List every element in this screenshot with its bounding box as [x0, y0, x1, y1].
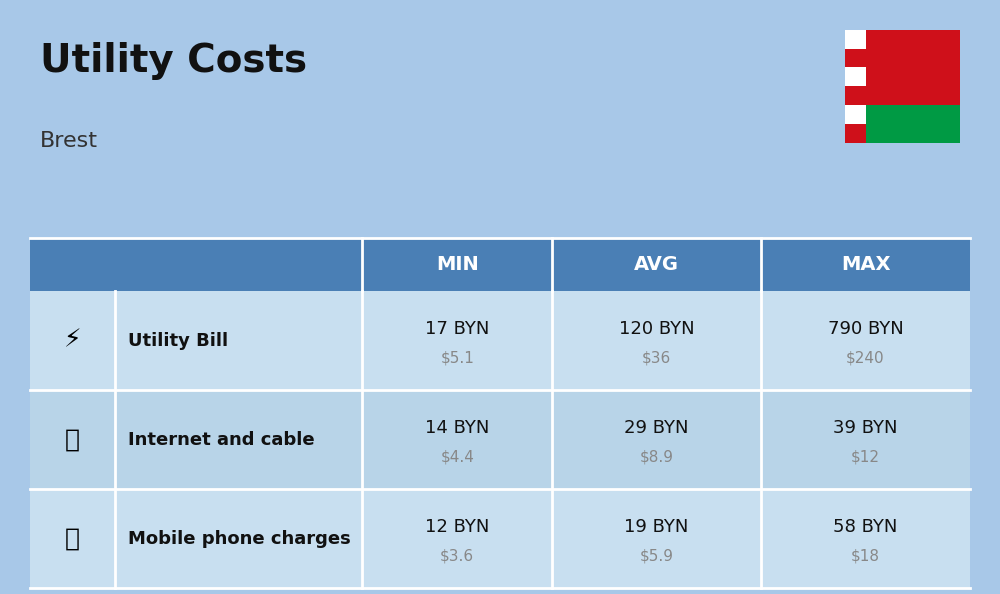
FancyBboxPatch shape: [30, 390, 115, 489]
FancyBboxPatch shape: [30, 489, 115, 588]
Text: $3.6: $3.6: [440, 549, 474, 564]
FancyBboxPatch shape: [30, 489, 970, 588]
Text: $12: $12: [851, 450, 880, 465]
Text: 📱: 📱: [65, 526, 80, 551]
Text: Utility Bill: Utility Bill: [128, 331, 228, 349]
Text: 58 BYN: 58 BYN: [833, 518, 898, 536]
FancyBboxPatch shape: [845, 30, 960, 105]
FancyBboxPatch shape: [845, 49, 866, 67]
Text: $8.9: $8.9: [640, 450, 674, 465]
Text: 39 BYN: 39 BYN: [833, 419, 898, 437]
Text: $18: $18: [851, 549, 880, 564]
Text: 12 BYN: 12 BYN: [425, 518, 489, 536]
FancyBboxPatch shape: [30, 291, 970, 390]
FancyBboxPatch shape: [30, 291, 115, 390]
FancyBboxPatch shape: [30, 390, 970, 489]
Text: 17 BYN: 17 BYN: [425, 320, 489, 337]
Text: $240: $240: [846, 351, 885, 366]
Text: Utility Costs: Utility Costs: [40, 42, 307, 80]
FancyBboxPatch shape: [845, 30, 866, 143]
Text: Internet and cable: Internet and cable: [128, 431, 314, 448]
Text: 29 BYN: 29 BYN: [624, 419, 689, 437]
Text: MAX: MAX: [841, 255, 890, 274]
Text: $4.4: $4.4: [440, 450, 474, 465]
Text: MIN: MIN: [436, 255, 479, 274]
Text: ⚡: ⚡: [64, 328, 81, 353]
Text: AVG: AVG: [634, 255, 679, 274]
FancyBboxPatch shape: [30, 238, 970, 291]
FancyBboxPatch shape: [845, 105, 960, 143]
Text: $5.9: $5.9: [640, 549, 674, 564]
Text: 📶: 📶: [65, 428, 80, 451]
Text: Brest: Brest: [40, 131, 98, 151]
Text: $5.1: $5.1: [440, 351, 474, 366]
FancyBboxPatch shape: [845, 124, 866, 143]
Text: $36: $36: [642, 351, 671, 366]
Text: 120 BYN: 120 BYN: [619, 320, 694, 337]
Text: Mobile phone charges: Mobile phone charges: [128, 530, 351, 548]
FancyBboxPatch shape: [845, 86, 866, 105]
Text: 19 BYN: 19 BYN: [624, 518, 689, 536]
Text: 14 BYN: 14 BYN: [425, 419, 489, 437]
Text: 790 BYN: 790 BYN: [828, 320, 903, 337]
